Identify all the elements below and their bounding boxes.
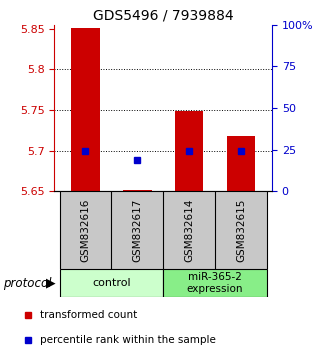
- Text: transformed count: transformed count: [40, 310, 137, 320]
- Bar: [71, 28, 100, 191]
- Bar: [227, 136, 255, 191]
- Bar: [163, 269, 267, 297]
- Text: percentile rank within the sample: percentile rank within the sample: [40, 335, 216, 344]
- Text: control: control: [92, 278, 131, 288]
- Text: ▶: ▶: [46, 277, 56, 290]
- Text: GSM832614: GSM832614: [184, 198, 194, 262]
- Bar: [123, 189, 152, 191]
- Text: GSM832616: GSM832616: [81, 198, 91, 262]
- Title: GDS5496 / 7939884: GDS5496 / 7939884: [93, 8, 234, 22]
- Bar: [60, 269, 163, 297]
- Text: protocol: protocol: [3, 277, 52, 290]
- Text: GSM832615: GSM832615: [236, 198, 246, 262]
- Text: GSM832617: GSM832617: [132, 198, 142, 262]
- Text: miR-365-2
expression: miR-365-2 expression: [187, 272, 243, 294]
- Bar: [175, 111, 203, 191]
